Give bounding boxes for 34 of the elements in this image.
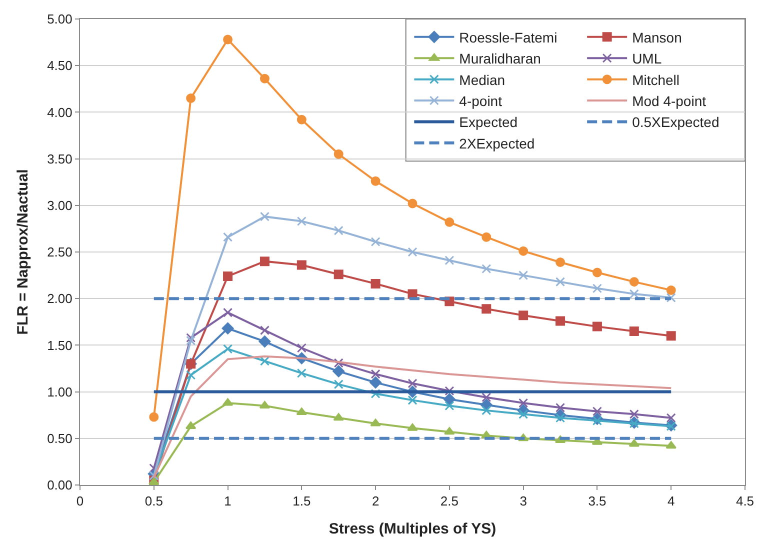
legend-label: Manson <box>632 29 682 46</box>
y-tick-label: 2.50 <box>47 244 72 260</box>
legend-label: 4-point <box>459 92 502 109</box>
y-tick-label: 3.00 <box>47 198 72 213</box>
y-tick-label: 4.00 <box>47 104 72 120</box>
x-tick-label: 3.5 <box>588 494 606 509</box>
y-tick-label: 1.50 <box>47 338 72 353</box>
y-tick-label: 4.50 <box>47 58 72 74</box>
x-tick-label: 0 <box>76 494 84 509</box>
y-tick-label: 0.50 <box>47 430 72 446</box>
x-tick-label: 3 <box>520 494 527 509</box>
x-tick-label: 1 <box>224 494 232 509</box>
y-tick-label: 5.00 <box>47 12 72 27</box>
y-tick-label: 1.00 <box>47 384 72 400</box>
y-tick-label: 0.00 <box>47 478 72 493</box>
legend-label: Expected <box>459 114 518 130</box>
legend-label: 2XExpected <box>459 135 535 152</box>
x-axis-title: Stress (Multiples of YS) <box>328 520 496 538</box>
x-tick-label: 2.5 <box>440 494 458 509</box>
y-tick-label: 2.00 <box>47 291 72 306</box>
x-tick-label: 4.5 <box>736 494 754 509</box>
legend-label: Mod 4-point <box>632 92 706 109</box>
legend-label: Muralidharan <box>459 50 541 67</box>
legend-label: Mitchell <box>632 72 680 88</box>
x-tick-label: 0.5 <box>144 494 163 509</box>
y-tick-label: 3.50 <box>47 151 72 166</box>
legend-label: 0.5XExpected <box>632 114 720 130</box>
x-tick-label: 4 <box>667 494 675 509</box>
legend-label: UML <box>632 50 662 67</box>
legend-label: Roessle-Fatemi <box>459 29 558 46</box>
y-axis-title: FLR = Napprox/Nactual <box>14 169 32 335</box>
legend-label: Median <box>459 72 506 88</box>
x-tick-label: 1.5 <box>292 494 311 509</box>
x-tick-label: 2 <box>372 494 380 509</box>
